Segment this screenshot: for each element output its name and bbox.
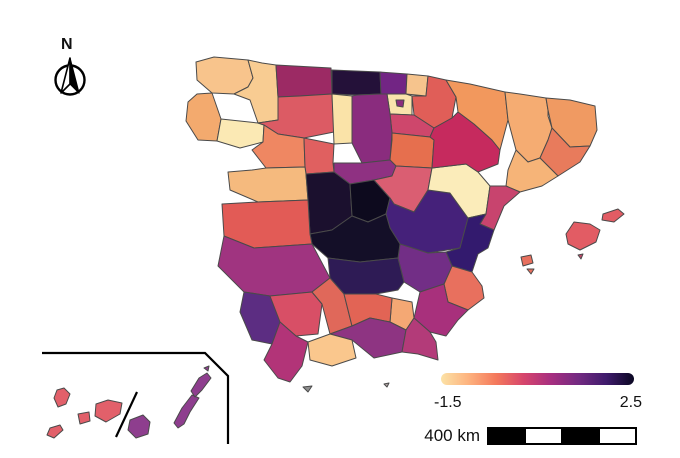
- province-la-graciosa: [203, 365, 210, 372]
- province-tenerife: [94, 399, 123, 423]
- province-menorca: [601, 208, 625, 223]
- province-tarragona: [505, 149, 559, 193]
- north-arrow-label: N: [61, 36, 73, 53]
- province-guipuzcoa: [405, 73, 429, 97]
- province-toledo: [309, 213, 401, 263]
- province-melilla: [383, 382, 390, 388]
- province-almeria: [401, 317, 439, 361]
- province-cantabria: [331, 69, 382, 96]
- province-malaga: [307, 333, 357, 367]
- scalebar-label: 400 km: [424, 426, 480, 445]
- scalebar-segment-3: [561, 429, 598, 443]
- inset-divider-line: [115, 391, 138, 438]
- province-salamanca: [227, 166, 309, 203]
- province-valladolid: [303, 137, 335, 175]
- province-ibiza: [520, 254, 534, 267]
- province-valencia: [445, 213, 495, 273]
- province-asturias: [275, 64, 333, 98]
- province-cadiz: [263, 321, 309, 383]
- colorbar-min-label: -1.5: [434, 394, 462, 411]
- province-vizcaya: [379, 71, 408, 95]
- inset-border: [42, 351, 230, 444]
- canary-islands-inset: [42, 351, 230, 444]
- province-burgos: [351, 93, 393, 164]
- province-huesca: [445, 79, 509, 151]
- province-pontevedra: [185, 92, 222, 142]
- province-ceuta: [302, 385, 313, 393]
- colorbar-max-label: 2.5: [619, 394, 642, 411]
- province-cabrera: [577, 253, 584, 260]
- province-el-hierro: [46, 424, 64, 439]
- province-gran-canaria: [127, 414, 151, 439]
- province-fuerteventura: [173, 394, 200, 429]
- province-mallorca: [565, 221, 601, 251]
- provinces-layer: [185, 56, 625, 393]
- scalebar-segment-1: [489, 429, 524, 443]
- province-lanzarote: [190, 372, 212, 398]
- north-arrow-icon: [54, 57, 86, 96]
- province-soria: [389, 132, 435, 169]
- scalebar-segment-4: [598, 429, 635, 443]
- province-trevino-enclave: [395, 99, 405, 108]
- colorbar-gradient: [441, 373, 634, 385]
- scalebar: [487, 427, 637, 445]
- province-formentera: [526, 268, 535, 275]
- province-la-palma: [53, 387, 71, 408]
- province-ourense: [216, 118, 265, 149]
- province-la-gomera: [77, 411, 91, 425]
- province-palencia: [331, 93, 353, 145]
- scalebar-segment-2: [524, 429, 561, 443]
